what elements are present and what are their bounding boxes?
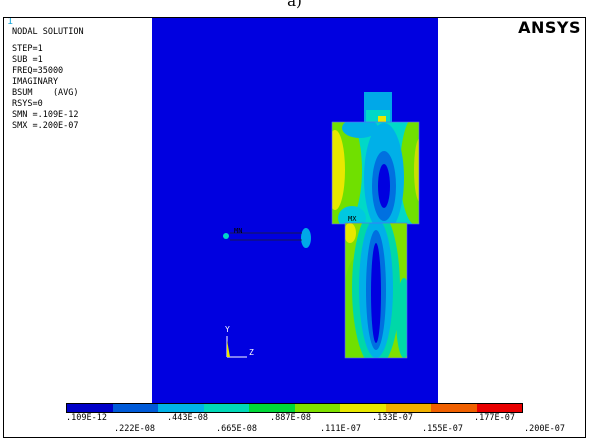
legend-swatch-1 [67, 404, 113, 412]
legend-swatch-3 [158, 404, 204, 412]
info-line-step: STEP=1 [12, 44, 43, 54]
solution-info-panel: NODAL SOLUTION STEP=1 SUB =1 FREQ=35000 … [12, 27, 84, 132]
info-title: NODAL SOLUTION [12, 27, 84, 37]
info-line-part: IMAGINARY [12, 77, 59, 87]
axis-triad: Y Z [225, 325, 254, 358]
legend-swatch-4 [203, 404, 249, 412]
legend-swatch-9 [431, 404, 477, 412]
info-line-rsys: RSYS=0 [12, 99, 43, 109]
y-axis-label: Y [225, 325, 230, 334]
info-line-smx: SMX =.200E-07 [12, 121, 79, 131]
mn-region [223, 228, 311, 248]
legend-swatch-6 [294, 404, 340, 412]
legend-label-top-1: .109E-12 [66, 413, 107, 423]
mn-marker: MN [234, 227, 242, 235]
legend-label-top-3: .887E-08 [270, 413, 311, 423]
z-axis-label: Z [249, 348, 254, 357]
legend-label-top-2: .443E-08 [167, 413, 208, 423]
legend-label-bottom-3: .111E-07 [320, 424, 361, 434]
legend-label-bottom-4: .155E-07 [422, 424, 463, 434]
contour-plot: MN MX Y Z [152, 18, 438, 404]
info-line-item: BSUM (AVG) [12, 88, 79, 98]
head-block [332, 122, 419, 224]
legend-swatch-7 [340, 404, 386, 412]
info-line-smn: SMN =.109E-12 [12, 110, 79, 120]
contour-legend-bar [66, 403, 523, 413]
info-line-sub: SUB =1 [12, 55, 43, 65]
window-number: 1 [7, 17, 14, 27]
legend-swatch-8 [385, 404, 431, 412]
info-line-freq: FREQ=35000 [12, 66, 64, 76]
mx-marker: MX [348, 215, 357, 223]
legend-label-bottom-1: .222E-08 [114, 424, 155, 434]
legend-label-top-5: .177E-07 [474, 413, 515, 423]
legend-swatch-10 [476, 404, 522, 412]
legend-label-top-4: .133E-07 [372, 413, 413, 423]
legend-swatch-2 [112, 404, 158, 412]
legend-swatch-5 [249, 404, 295, 412]
ansys-logo: ANSYS [518, 18, 581, 37]
legend-label-bottom-5: .200E-07 [524, 424, 565, 434]
graphics-window[interactable]: 1 ANSYS NODAL SOLUTION STEP=1 SUB =1 FRE… [3, 17, 586, 438]
legend-label-bottom-2: .665E-08 [216, 424, 257, 434]
shaft [345, 223, 407, 358]
figure-caption: a) [287, 0, 302, 10]
